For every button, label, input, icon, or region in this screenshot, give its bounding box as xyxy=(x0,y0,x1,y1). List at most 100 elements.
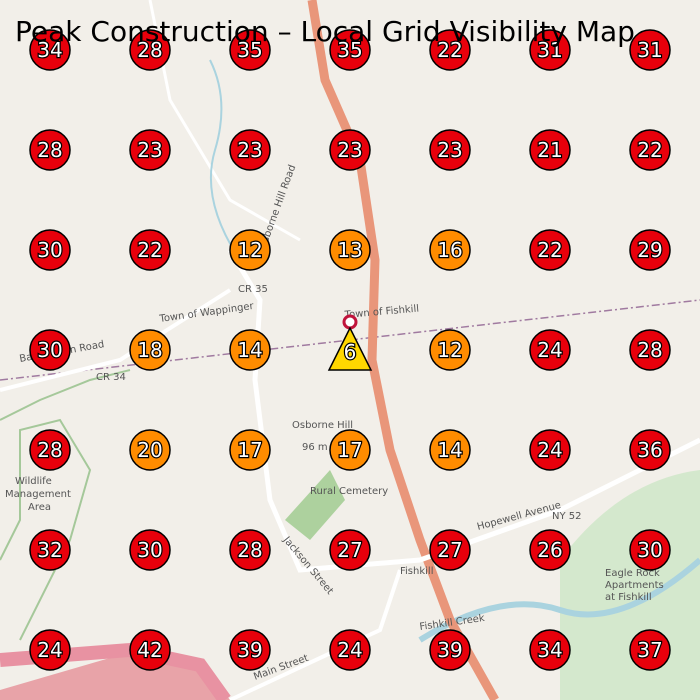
grid-marker xyxy=(629,129,671,171)
map-label: at Fishkill xyxy=(605,592,652,603)
grid-value: 13 xyxy=(337,238,362,262)
grid-value: 26 xyxy=(537,538,562,562)
grid-value: 22 xyxy=(537,238,562,262)
grid-value: 34 xyxy=(37,38,62,62)
grid-marker xyxy=(29,329,71,371)
boundary xyxy=(0,369,131,641)
grid-value: 22 xyxy=(137,238,162,262)
grid-marker xyxy=(329,529,371,571)
grid-value: 31 xyxy=(537,38,562,62)
grid-marker xyxy=(129,29,171,71)
grid-value: 39 xyxy=(237,638,262,662)
grid-value: 28 xyxy=(237,538,262,562)
grid-value: 20 xyxy=(137,438,162,462)
grid-value: 30 xyxy=(37,238,62,262)
grid-marker xyxy=(529,429,571,471)
grid-value: 30 xyxy=(37,338,62,362)
grid-value: 17 xyxy=(237,438,262,462)
grid-value: 30 xyxy=(137,538,162,562)
grid-marker xyxy=(629,29,671,71)
grid-marker xyxy=(29,29,71,71)
grid-marker xyxy=(629,329,671,371)
grid-marker xyxy=(629,629,671,671)
grid-value: 21 xyxy=(537,138,562,162)
markers: 34 28 35 35 22 31 31 28 23 23 23 23 21 22 30 22 12 13 16 22… xyxy=(29,29,671,671)
map-label: Apartments xyxy=(605,580,664,591)
grid-value: 39 xyxy=(437,638,462,662)
grid-marker xyxy=(429,29,471,71)
grid-value: 12 xyxy=(437,338,462,362)
grid-marker xyxy=(29,629,71,671)
map-label: Area xyxy=(28,502,51,513)
grid-value: 29 xyxy=(637,238,662,262)
grid-value: 32 xyxy=(37,538,62,562)
map-label: Eagle Rock xyxy=(605,568,660,579)
grid-value: 37 xyxy=(637,638,662,662)
creek xyxy=(418,557,700,643)
grid-value: 36 xyxy=(637,438,662,462)
grid-value: 31 xyxy=(637,38,662,62)
grid-marker xyxy=(429,129,471,171)
grid-marker xyxy=(529,229,571,271)
main-road xyxy=(307,0,499,700)
grid-marker xyxy=(429,529,471,571)
map-title: Peak Construction – Local Grid Visibilit… xyxy=(15,15,635,48)
grid-value: 27 xyxy=(437,538,462,562)
grid-value: 24 xyxy=(337,638,362,662)
grid-value: 24 xyxy=(537,338,562,362)
map-label: 96 m xyxy=(302,442,328,453)
grid-marker xyxy=(429,329,471,371)
grid-marker xyxy=(329,229,371,271)
grid-marker xyxy=(229,329,271,371)
grid-value: 28 xyxy=(137,38,162,62)
grid-value: 28 xyxy=(37,438,62,462)
map-label: Wildlife xyxy=(15,476,52,487)
grid-marker xyxy=(429,429,471,471)
grid-marker xyxy=(29,129,71,171)
grid-value: 27 xyxy=(337,538,362,562)
grid-marker xyxy=(329,29,371,71)
grid-marker xyxy=(129,429,171,471)
stream xyxy=(209,59,241,261)
grid-marker xyxy=(129,129,171,171)
grid-marker xyxy=(129,329,171,371)
map-label: CR 34 xyxy=(96,372,126,383)
grid-value: 16 xyxy=(437,238,462,262)
site-marker xyxy=(342,314,358,330)
grid-marker xyxy=(229,229,271,271)
grid-value: 35 xyxy=(237,38,262,62)
grid-marker xyxy=(229,529,271,571)
map-label: Rural Cemetery xyxy=(310,486,388,497)
grid-value: 30 xyxy=(637,538,662,562)
grid-marker xyxy=(229,129,271,171)
grid-marker xyxy=(129,629,171,671)
grid-marker xyxy=(629,429,671,471)
grid-marker xyxy=(29,529,71,571)
cemetery xyxy=(285,470,345,540)
grid-marker xyxy=(629,229,671,271)
grid-marker xyxy=(429,629,471,671)
grid-value: 22 xyxy=(437,38,462,62)
grid-marker xyxy=(29,229,71,271)
grid-marker xyxy=(229,629,271,671)
grid-value: 17 xyxy=(337,438,362,462)
grid-value: 28 xyxy=(37,138,62,162)
grid-value: 34 xyxy=(537,638,562,662)
grid-marker xyxy=(327,326,373,371)
grid-value: 23 xyxy=(337,138,362,162)
grid-marker xyxy=(529,529,571,571)
grid-marker xyxy=(329,629,371,671)
grid-marker xyxy=(629,529,671,571)
grid-value: 42 xyxy=(137,638,162,662)
grid-value: 24 xyxy=(537,438,562,462)
grid-marker xyxy=(429,229,471,271)
grid-marker xyxy=(529,329,571,371)
map-label: CR 35 xyxy=(238,284,268,295)
grid-value: 6 xyxy=(344,340,357,364)
grid-marker xyxy=(529,129,571,171)
grid-marker xyxy=(529,629,571,671)
grid-value: 23 xyxy=(437,138,462,162)
map-label: NY 52 xyxy=(552,511,582,522)
